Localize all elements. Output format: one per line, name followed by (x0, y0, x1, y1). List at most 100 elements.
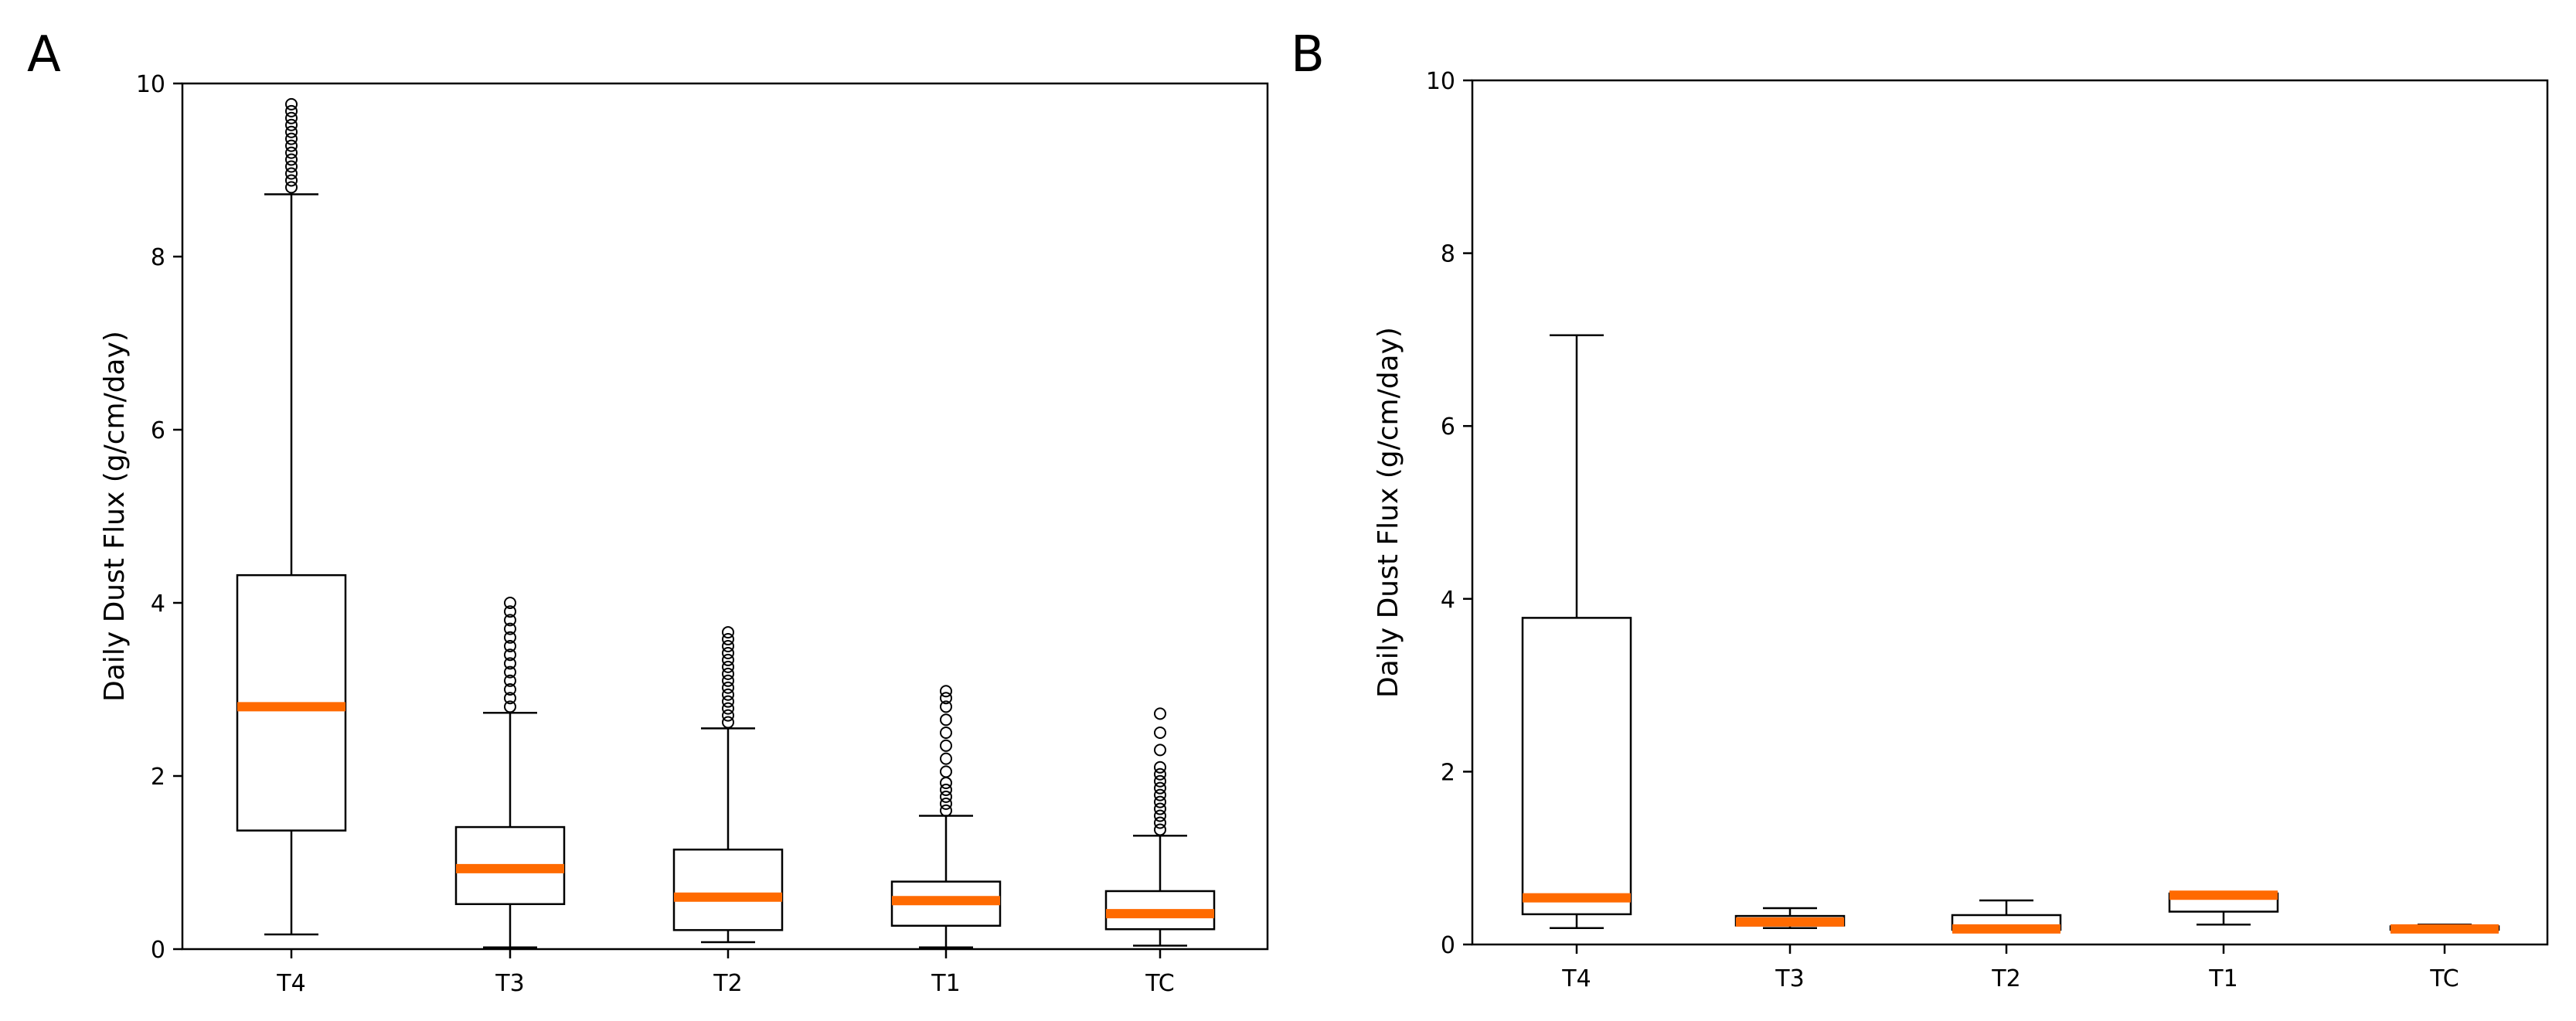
x-tick-label: TC (2429, 965, 2459, 992)
y-tick-label: 4 (1441, 587, 1455, 614)
y-tick-label: 2 (151, 764, 165, 791)
y-tick-label: 0 (1441, 932, 1455, 959)
outlier-point (285, 125, 298, 138)
plot-frame (1471, 79, 2549, 946)
outlier-point (722, 688, 734, 701)
outlier-point (722, 709, 734, 722)
y-tick-label: 4 (151, 590, 165, 618)
outlier-point (722, 695, 734, 708)
y-tick-label: 8 (1441, 241, 1455, 268)
outlier-point (940, 765, 952, 778)
outlier-point (1154, 727, 1166, 739)
outlier-point (504, 622, 516, 635)
outlier-point (940, 713, 952, 727)
outlier-point (722, 674, 734, 687)
outlier-point (1154, 809, 1166, 822)
outlier-point (285, 153, 298, 166)
outlier-point (940, 783, 952, 796)
y-tick-label: 0 (151, 937, 165, 964)
x-tick-label: T1 (2208, 965, 2237, 992)
box-t3 (1734, 907, 1846, 930)
outlier-point (940, 700, 952, 713)
x-tick-label: T2 (713, 970, 742, 997)
outlier-point (504, 657, 516, 670)
outlier-point (285, 160, 298, 173)
outlier-point (1154, 774, 1166, 788)
outlier-point (504, 700, 516, 713)
x-tick-label: T3 (1775, 965, 1804, 992)
panel-letter: B (1291, 26, 1325, 83)
outlier-point (722, 660, 734, 673)
outlier-point (504, 605, 516, 618)
x-tick-label: TC (1145, 970, 1175, 997)
outlier-point (504, 674, 516, 687)
panel-a: A 0 2 4 6 8 10 Daily Dust Flux (g/cm/day) T4 T3 T2… (27, 26, 1269, 997)
outlier-point (504, 665, 516, 679)
outlier-point (940, 739, 952, 752)
outlier-point (722, 633, 734, 646)
box-tc (1104, 707, 1216, 947)
outlier-point (940, 692, 952, 705)
x-tick-label: T4 (276, 970, 305, 997)
x-tick-label: T1 (931, 970, 960, 997)
outlier-point (1154, 802, 1166, 815)
iqr-box (1521, 617, 1632, 916)
outlier-point (285, 139, 298, 152)
box-t4 (1521, 334, 1632, 930)
outlier-point (722, 653, 734, 666)
outlier-point (504, 614, 516, 627)
outlier-point (504, 683, 516, 696)
outlier-point (722, 667, 734, 680)
outlier-point (722, 646, 734, 659)
y-tick-label: 2 (1441, 759, 1455, 786)
outlier-point (285, 132, 298, 145)
outlier-point (285, 118, 298, 131)
iqr-box (672, 848, 784, 931)
outlier-point (285, 146, 298, 159)
outlier-point (1154, 816, 1166, 829)
y-axis-label: Daily Dust Flux (g/cm/day) (99, 331, 131, 702)
outlier-point (940, 752, 952, 765)
box-t2 (672, 626, 784, 944)
outlier-point (940, 804, 952, 817)
outlier-point (1154, 795, 1166, 808)
outlier-point (722, 702, 734, 715)
outlier-point (722, 716, 734, 729)
outlier-point (722, 640, 734, 652)
outlier-point (504, 640, 516, 652)
panel-b: B 0 2 4 6 8 10 Daily Dust Flux (g/cm/day) T4 T3 T2… (1291, 26, 2549, 992)
panel-letter: A (27, 26, 61, 83)
outlier-point (1154, 761, 1166, 774)
outlier-point (285, 104, 298, 117)
y-axis-label: Daily Dust Flux (g/cm/day) (1373, 327, 1404, 698)
y-tick-label: 8 (151, 244, 165, 271)
outlier-point (285, 167, 298, 180)
outlier-point (285, 174, 298, 187)
outlier-point (504, 648, 516, 662)
y-tick-label: 10 (1426, 68, 1455, 95)
outlier-point (1154, 823, 1166, 836)
x-tick-label: T2 (1991, 965, 2020, 992)
box-t4 (236, 97, 347, 936)
outlier-point (1154, 781, 1166, 795)
x-tick-label: T4 (1561, 965, 1591, 992)
box-t3 (454, 597, 566, 949)
outlier-point (1154, 767, 1166, 781)
x-tick-label: T3 (495, 970, 524, 997)
outlier-point (1154, 788, 1166, 801)
box-tc (2389, 924, 2500, 934)
outlier-point (504, 631, 516, 644)
outlier-point (940, 776, 952, 789)
outlier-point (722, 626, 734, 639)
outlier-point (285, 97, 298, 111)
outlier-point (504, 597, 516, 609)
box-t2 (1951, 899, 2062, 934)
outlier-point (940, 685, 952, 698)
outlier-point (940, 790, 952, 803)
outlier-point (1154, 744, 1166, 757)
outlier-point (1154, 707, 1166, 720)
box-t1 (890, 685, 1002, 949)
outlier-point (940, 797, 952, 810)
plot-frame (181, 82, 1269, 951)
